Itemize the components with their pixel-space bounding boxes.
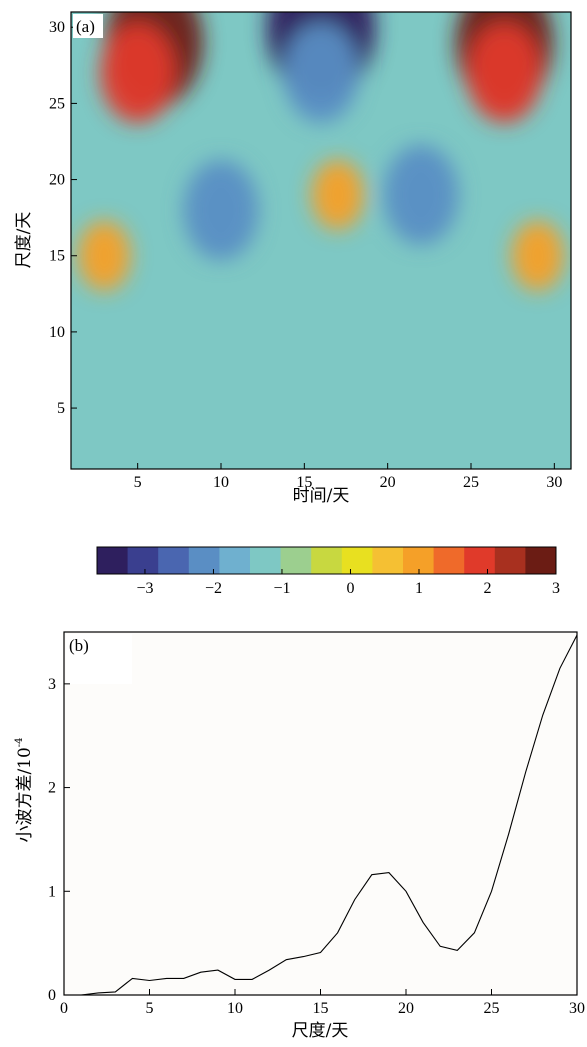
line-y-tick-label: 0 bbox=[48, 987, 56, 1004]
line-y-tick-label: 1 bbox=[48, 883, 56, 900]
line-x-axis-title: 尺度/天 bbox=[292, 1021, 349, 1041]
heatmap-region-10 bbox=[78, 220, 131, 291]
colorbar-tick-label: −3 bbox=[136, 580, 153, 597]
colorbar-tick-label: 3 bbox=[552, 580, 560, 597]
heatmap-region-9 bbox=[311, 159, 364, 230]
colorbar-swatch bbox=[494, 547, 526, 574]
colorbar-swatch bbox=[127, 547, 159, 574]
panel-b-label: (b) bbox=[69, 636, 89, 655]
heatmap-region-11 bbox=[511, 220, 564, 291]
line-y-tick-label: 3 bbox=[48, 676, 56, 693]
colorbar-tick-label: −2 bbox=[205, 580, 222, 597]
heatmap-y-tick-label: 25 bbox=[49, 95, 65, 112]
heatmap-y-tick-label: 10 bbox=[49, 324, 65, 341]
colorbar-swatch bbox=[250, 547, 282, 574]
line-x-tick-label: 10 bbox=[227, 1000, 243, 1017]
heatmap-region-6 bbox=[283, 22, 359, 123]
colorbar-swatch bbox=[311, 547, 343, 574]
colorbar-swatch bbox=[158, 547, 190, 574]
panel-a-label: (a) bbox=[76, 17, 95, 36]
heatmap-x-tick-label: 5 bbox=[134, 474, 142, 491]
colorbar-tick-label: 2 bbox=[483, 580, 491, 597]
heatmap-x-tick-label: 25 bbox=[463, 474, 479, 491]
line-y-tick-label: 2 bbox=[48, 780, 56, 797]
heatmap-panel: 5 10 15 20 25 30 5 10 15 20 25 30 (a) 时间/天 尺度/天 bbox=[14, 11, 572, 506]
heatmap-y-tick-label: 5 bbox=[57, 400, 65, 417]
colorbar-tick-label: −1 bbox=[273, 580, 290, 597]
line-plot-area bbox=[64, 632, 577, 995]
heatmap-region-4 bbox=[466, 22, 542, 123]
line-x-tick-label: 0 bbox=[60, 1000, 68, 1017]
heatmap-field bbox=[78, 12, 564, 291]
colorbar-swatch bbox=[188, 547, 220, 574]
colorbar-swatch bbox=[341, 547, 373, 574]
heatmap-frame bbox=[70, 11, 572, 470]
heatmap-x-tick-label: 20 bbox=[380, 474, 396, 491]
heatmap-x-axis-title: 时间/天 bbox=[293, 486, 350, 506]
colorbar-swatch bbox=[97, 547, 129, 574]
colorbar-tick-label: 0 bbox=[346, 580, 354, 597]
colorbar-swatch bbox=[525, 547, 557, 574]
heatmap-region-2 bbox=[100, 22, 176, 123]
line-x-tick-label: 20 bbox=[398, 1000, 414, 1017]
colorbar-tick-label: 1 bbox=[415, 580, 423, 597]
colorbar-swatch bbox=[372, 547, 404, 574]
heatmap-x-tick-label: 15 bbox=[296, 474, 312, 491]
panel-a-label-box bbox=[73, 14, 103, 38]
colorbar-swatch bbox=[219, 547, 251, 574]
line-x-tick-label: 5 bbox=[146, 1000, 154, 1017]
line-chart-panel: 0 5 10 15 20 25 30 0 1 2 3 (b) 尺度/天 小波方差/10-4 bbox=[14, 631, 585, 1041]
line-x-tick-label: 25 bbox=[484, 1000, 500, 1017]
heatmap-y-tick-label: 20 bbox=[49, 172, 65, 189]
colorbar-swatch bbox=[464, 547, 496, 574]
heatmap-y-tick-label: 15 bbox=[49, 248, 65, 265]
line-x-tick-label: 15 bbox=[313, 1000, 329, 1017]
colorbar-swatch bbox=[433, 547, 465, 574]
heatmap-x-tick-label: 10 bbox=[213, 474, 229, 491]
series-line bbox=[81, 634, 578, 996]
colorbar-frame bbox=[96, 546, 557, 575]
heatmap-region-8 bbox=[383, 144, 459, 245]
colorbar: −3 −2 −1 0 1 2 3 bbox=[96, 546, 560, 597]
heatmap-x-tick-label: 30 bbox=[546, 474, 562, 491]
heatmap-region-7 bbox=[183, 160, 259, 261]
heatmap-y-tick-label: 30 bbox=[49, 19, 65, 36]
panel-b-label-box bbox=[66, 634, 132, 684]
colorbar-swatch bbox=[280, 547, 312, 574]
line-y-axis-title: 小波方差/10-4 bbox=[14, 737, 35, 842]
heatmap-y-axis-title: 尺度/天 bbox=[14, 212, 34, 269]
line-x-tick-label: 30 bbox=[569, 1000, 585, 1017]
line-y-axis-exponent: -4 bbox=[14, 737, 25, 747]
